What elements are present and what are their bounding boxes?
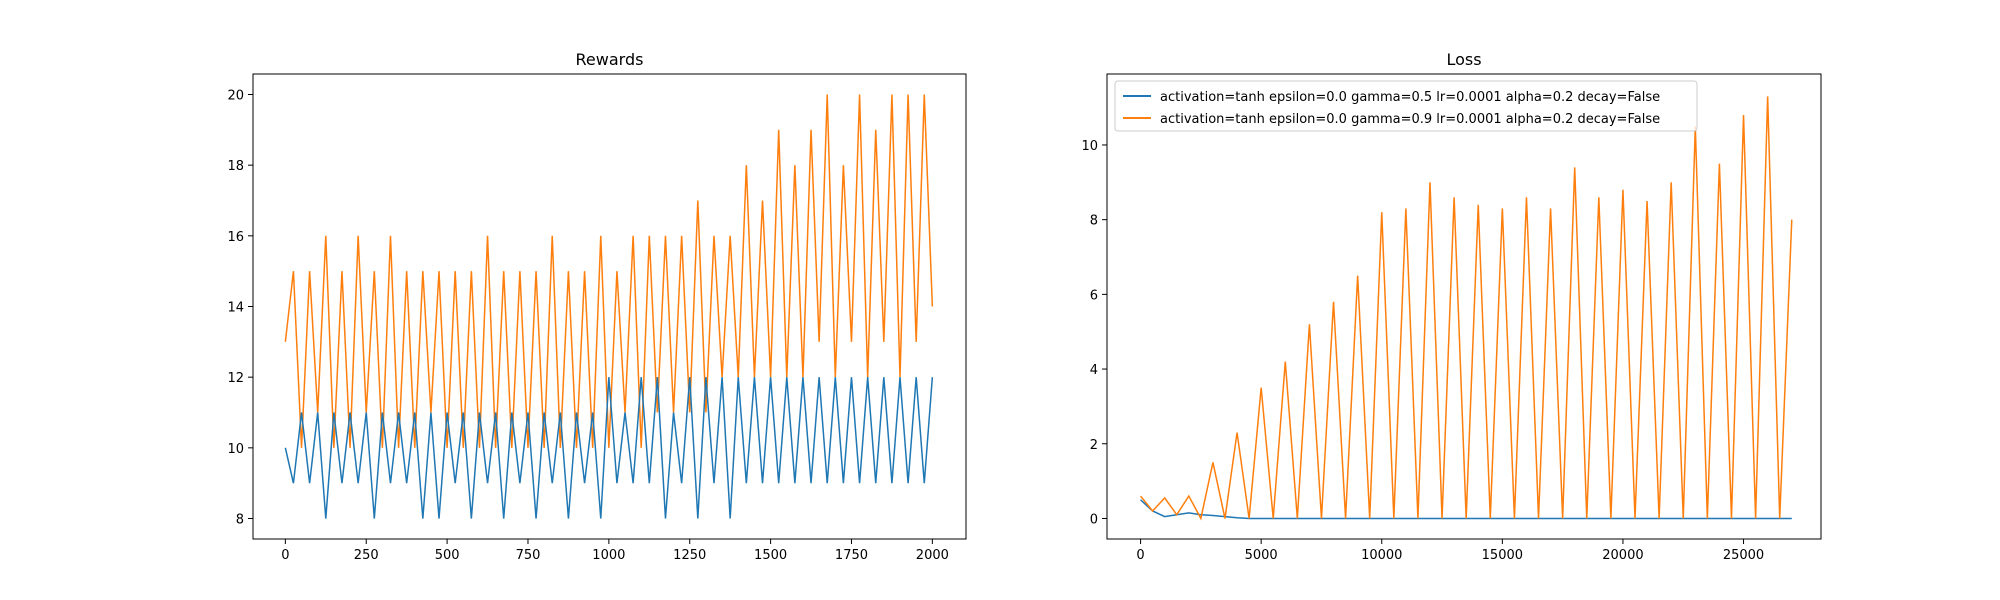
legend-label: activation=tanh epsilon=0.0 gamma=0.5 lr… xyxy=(1160,90,1660,105)
series-line xyxy=(284,377,934,519)
y-tick-label: 6 xyxy=(1090,288,1098,303)
y-tick-label: 2 xyxy=(1090,438,1098,453)
y-tick-label: 12 xyxy=(227,371,244,386)
x-tick-label: 10000 xyxy=(1361,548,1402,563)
series-line xyxy=(1139,96,1793,521)
y-tick-label: 8 xyxy=(236,513,244,528)
x-tick-label: 500 xyxy=(435,548,460,563)
y-tick-label: 8 xyxy=(1090,214,1098,229)
axes-frame xyxy=(1106,73,1822,540)
x-tick-label: 1250 xyxy=(673,548,706,563)
y-tick-label: 20 xyxy=(227,88,244,103)
x-tick-label: 5000 xyxy=(1245,548,1278,563)
y-tick-label: 18 xyxy=(227,159,244,174)
y-tick-label: 14 xyxy=(227,301,244,316)
x-tick-label: 250 xyxy=(354,548,379,563)
y-tick-label: 4 xyxy=(1090,363,1098,378)
y-tick-label: 0 xyxy=(1090,512,1098,527)
x-tick-label: 0 xyxy=(1136,548,1144,563)
y-tick-label: 16 xyxy=(227,230,244,245)
plot-area xyxy=(284,94,934,519)
chart-title: Loss xyxy=(1446,50,1481,69)
x-tick-label: 2000 xyxy=(916,548,949,563)
legend-label: activation=tanh epsilon=0.0 gamma=0.9 lr… xyxy=(1160,112,1660,127)
x-tick-label: 1500 xyxy=(754,548,787,563)
x-tick-label: 1750 xyxy=(835,548,868,563)
x-tick-label: 20000 xyxy=(1602,548,1643,563)
y-tick-label: 10 xyxy=(227,442,244,457)
x-tick-label: 15000 xyxy=(1482,548,1523,563)
x-tick-label: 25000 xyxy=(1723,548,1764,563)
x-tick-label: 750 xyxy=(516,548,541,563)
x-tick-label: 0 xyxy=(281,548,289,563)
y-tick-label: 10 xyxy=(1081,139,1098,154)
series-line xyxy=(284,94,934,448)
legend-box xyxy=(1114,80,1698,132)
x-tick-label: 1000 xyxy=(592,548,625,563)
plot-area xyxy=(1139,96,1793,521)
chart-title: Rewards xyxy=(576,50,644,69)
